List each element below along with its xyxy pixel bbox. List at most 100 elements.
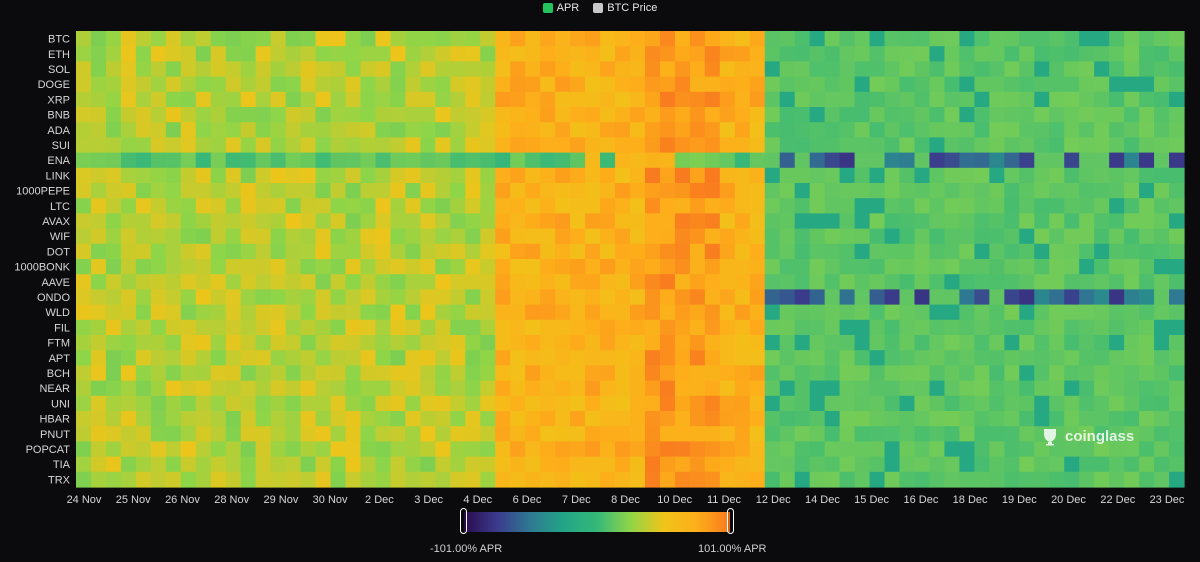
heatmap-cell[interactable]	[390, 411, 406, 427]
heatmap-cell[interactable]	[824, 471, 841, 488]
heatmap-cell[interactable]	[345, 471, 362, 488]
heatmap-cell[interactable]	[135, 198, 152, 214]
heatmap-cell[interactable]	[1094, 319, 1110, 336]
heatmap-cell[interactable]	[540, 365, 556, 382]
heatmap-cell[interactable]	[1124, 471, 1140, 488]
heatmap-cell[interactable]	[390, 243, 406, 260]
heatmap-cell[interactable]	[929, 274, 946, 290]
heatmap-cell[interactable]	[405, 456, 421, 473]
heatmap-cell[interactable]	[779, 471, 796, 488]
heatmap-cell[interactable]	[659, 335, 676, 351]
heatmap-cell[interactable]	[1034, 319, 1050, 336]
heatmap-cell[interactable]	[869, 335, 886, 351]
heatmap-cell[interactable]	[180, 335, 197, 351]
heatmap-cell[interactable]	[300, 304, 317, 321]
heatmap-cell[interactable]	[989, 167, 1005, 184]
heatmap-cell[interactable]	[959, 228, 975, 245]
heatmap-cell[interactable]	[1094, 228, 1110, 245]
heatmap-cell[interactable]	[839, 152, 856, 169]
heatmap-cell[interactable]	[630, 152, 646, 169]
heatmap-cell[interactable]	[315, 456, 332, 473]
heatmap-cell[interactable]	[135, 183, 152, 199]
heatmap-cell[interactable]	[495, 319, 511, 336]
heatmap-cell[interactable]	[734, 76, 751, 93]
heatmap-cell[interactable]	[345, 335, 362, 351]
heatmap-cell[interactable]	[959, 76, 975, 93]
heatmap-cell[interactable]	[854, 289, 871, 306]
heatmap-cell[interactable]	[180, 304, 197, 321]
heatmap-cell[interactable]	[854, 243, 871, 260]
heatmap-cell[interactable]	[704, 167, 721, 184]
heatmap-cell[interactable]	[1049, 137, 1065, 154]
heatmap-cell[interactable]	[839, 441, 856, 458]
heatmap-cell[interactable]	[285, 304, 302, 321]
heatmap-cell[interactable]	[1064, 426, 1080, 442]
heatmap-cell[interactable]	[1094, 441, 1110, 458]
heatmap-cell[interactable]	[1124, 380, 1140, 397]
heatmap-cell[interactable]	[644, 31, 661, 47]
heatmap-cell[interactable]	[630, 304, 646, 321]
heatmap-cell[interactable]	[615, 76, 631, 93]
heatmap-cell[interactable]	[76, 380, 92, 397]
heatmap-cell[interactable]	[405, 259, 421, 275]
heatmap-cell[interactable]	[944, 228, 960, 245]
heatmap-cell[interactable]	[704, 304, 721, 321]
heatmap-cell[interactable]	[704, 213, 721, 230]
heatmap-cell[interactable]	[330, 289, 347, 306]
heatmap-cell[interactable]	[420, 107, 436, 123]
heatmap-cell[interactable]	[630, 441, 646, 458]
heatmap-cell[interactable]	[585, 274, 601, 290]
heatmap-cell[interactable]	[704, 243, 721, 260]
heatmap-cell[interactable]	[1064, 31, 1080, 47]
heatmap-cell[interactable]	[285, 456, 302, 473]
heatmap-cell[interactable]	[420, 76, 436, 93]
heatmap-cell[interactable]	[1064, 456, 1080, 473]
heatmap-cell[interactable]	[120, 91, 137, 108]
heatmap-cell[interactable]	[135, 91, 152, 108]
heatmap-cell[interactable]	[120, 471, 137, 488]
heatmap-cell[interactable]	[914, 274, 931, 290]
heatmap-cell[interactable]	[1079, 167, 1095, 184]
heatmap-cell[interactable]	[195, 350, 212, 366]
heatmap-cell[interactable]	[420, 198, 436, 214]
heatmap-cell[interactable]	[435, 274, 451, 290]
heatmap-cell[interactable]	[674, 107, 691, 123]
heatmap-cell[interactable]	[330, 456, 347, 473]
heatmap-cell[interactable]	[674, 350, 691, 366]
heatmap-cell[interactable]	[959, 137, 975, 154]
heatmap-cell[interactable]	[719, 259, 736, 275]
heatmap-cell[interactable]	[929, 411, 946, 427]
heatmap-cell[interactable]	[959, 167, 975, 184]
heatmap-cell[interactable]	[555, 107, 571, 123]
heatmap-cell[interactable]	[495, 213, 511, 230]
heatmap-cell[interactable]	[1064, 228, 1080, 245]
colorbar-max-handle[interactable]	[727, 508, 734, 534]
heatmap-cell[interactable]	[1094, 152, 1110, 169]
heatmap-cell[interactable]	[300, 243, 317, 260]
heatmap-cell[interactable]	[719, 304, 736, 321]
heatmap-cell[interactable]	[929, 107, 946, 123]
heatmap-cell[interactable]	[644, 76, 661, 93]
heatmap-cell[interactable]	[210, 365, 227, 382]
heatmap-cell[interactable]	[1079, 31, 1095, 47]
heatmap-cell[interactable]	[734, 441, 751, 458]
heatmap-cell[interactable]	[150, 243, 167, 260]
heatmap-cell[interactable]	[105, 152, 122, 169]
heatmap-cell[interactable]	[1139, 167, 1155, 184]
heatmap-cell[interactable]	[315, 411, 332, 427]
heatmap-cell[interactable]	[510, 426, 526, 442]
heatmap-cell[interactable]	[704, 441, 721, 458]
heatmap-cell[interactable]	[1049, 198, 1065, 214]
heatmap-cell[interactable]	[1049, 91, 1065, 108]
heatmap-cell[interactable]	[1034, 46, 1050, 62]
heatmap-cell[interactable]	[734, 152, 751, 169]
heatmap-cell[interactable]	[974, 365, 990, 382]
heatmap-cell[interactable]	[465, 167, 481, 184]
heatmap-cell[interactable]	[689, 426, 706, 442]
heatmap-cell[interactable]	[525, 91, 541, 108]
heatmap-cell[interactable]	[495, 456, 511, 473]
heatmap-cell[interactable]	[959, 198, 975, 214]
heatmap-cell[interactable]	[510, 380, 526, 397]
heatmap-cell[interactable]	[764, 411, 781, 427]
heatmap-cell[interactable]	[779, 137, 796, 154]
